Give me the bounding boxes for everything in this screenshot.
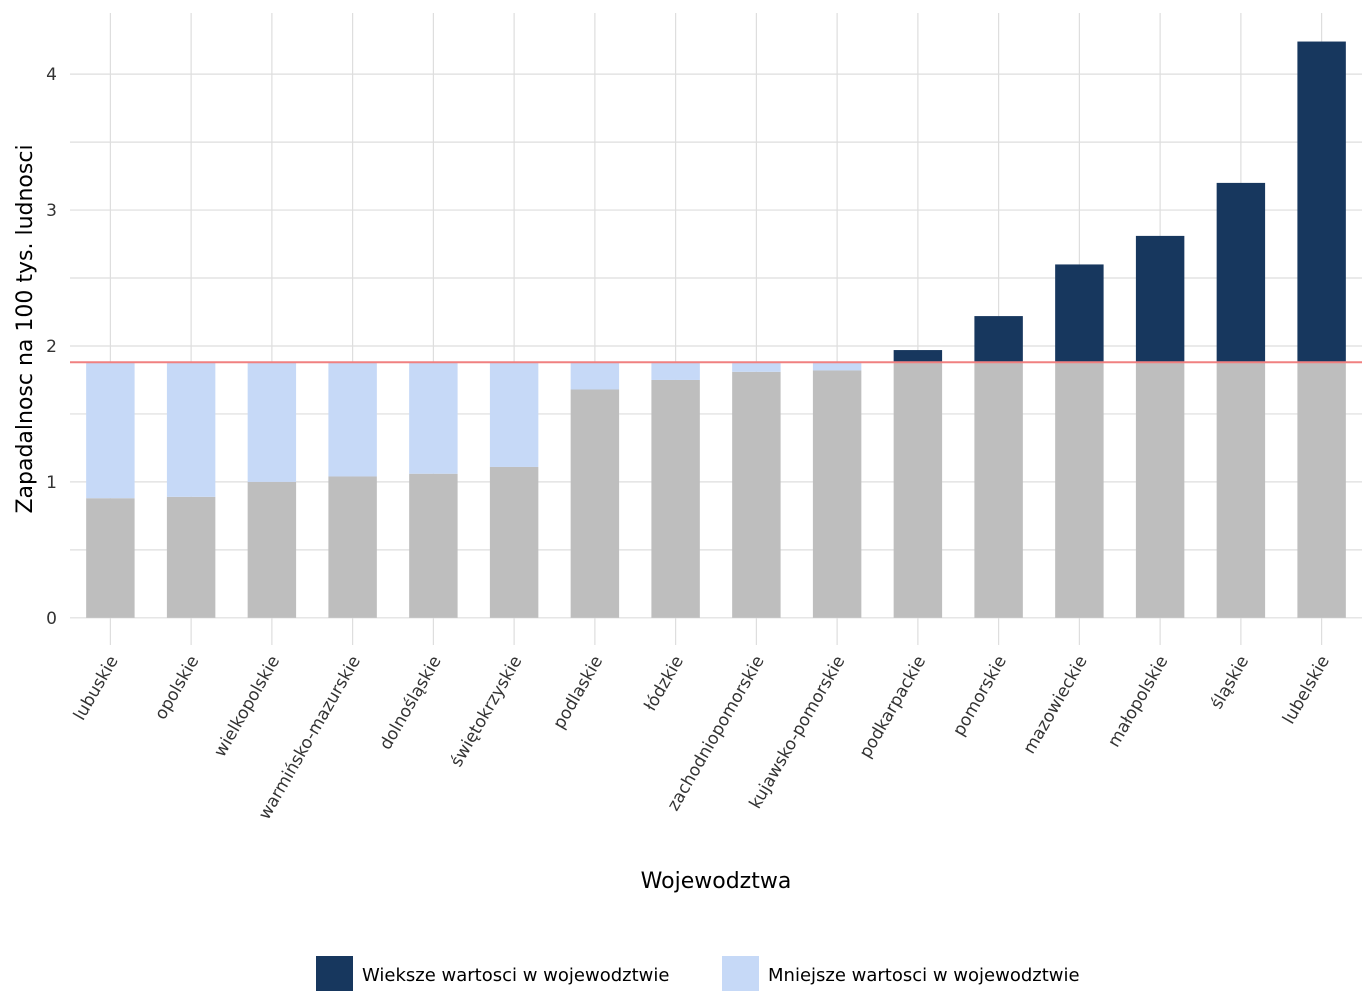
bar-below-reference <box>328 362 377 477</box>
bar-baseline <box>1055 362 1104 618</box>
bar-above-reference <box>1297 41 1346 363</box>
bar-below-reference <box>570 362 620 390</box>
y-tick-label: 2 <box>46 337 57 357</box>
bar-baseline <box>974 362 1023 618</box>
bar-below-reference <box>732 362 781 372</box>
x-tick-label: śląskie <box>1207 653 1253 713</box>
bar-baseline <box>328 476 377 618</box>
x-tick-label: lubelskie <box>1279 653 1334 728</box>
x-tick-label: podlaskie <box>549 653 607 733</box>
legend-label-below: Mniejsze wartosci w wojewodztwie <box>768 965 1080 986</box>
bar-baseline <box>166 496 216 618</box>
x-tick-label: dolnośląskie <box>376 653 446 754</box>
bar-above-reference <box>893 350 943 363</box>
bar-above-reference <box>1216 182 1266 363</box>
y-tick-label: 1 <box>46 473 57 493</box>
legend-label-above: Wieksze wartosci w wojewodztwie <box>362 965 669 986</box>
legend-swatch-below <box>722 956 759 991</box>
x-tick-label: świętokrzyskie <box>447 653 527 771</box>
x-tick-label: opolskie <box>151 653 203 724</box>
x-tick-label: wielkopolskie <box>210 653 284 761</box>
bar-below-reference <box>812 362 862 371</box>
bar-above-reference <box>974 316 1023 363</box>
bar-below-reference <box>86 362 135 499</box>
x-tick-labels: lubuskie opolskie wielkopolskiewarmińsko-m… <box>70 653 1334 824</box>
y-axis-title: Zapadalnosc na 100 tys. ludnosci <box>13 144 38 513</box>
bar-baseline <box>1216 362 1266 618</box>
y-tick-label: 3 <box>46 201 57 221</box>
bar-above-reference <box>1135 235 1185 363</box>
bar-below-reference <box>247 362 297 482</box>
x-tick-label: łódzkie <box>641 653 688 715</box>
bars <box>86 41 1346 618</box>
bar-baseline <box>489 466 539 618</box>
x-tick-label: mazowieckie <box>1020 653 1092 758</box>
legend: Wieksze wartosci w wojewodztwie Mniejsze … <box>316 956 1080 991</box>
y-tick-labels: 0 1 2 3 4 <box>46 65 57 629</box>
bar-baseline <box>409 473 458 618</box>
x-axis-title: Wojewodztwa <box>641 869 792 894</box>
x-tick-label: podkarpackie <box>856 653 931 762</box>
legend-swatch-above <box>316 956 353 991</box>
x-tick-label: małopolskie <box>1104 653 1172 751</box>
bar-baseline <box>732 371 781 618</box>
bar-below-reference <box>489 362 539 467</box>
bar-above-reference <box>1055 264 1104 363</box>
bar-below-reference <box>409 362 458 474</box>
bar-baseline <box>1297 362 1346 618</box>
y-tick-label: 4 <box>46 65 57 85</box>
bar-baseline <box>86 498 135 618</box>
bar-baseline <box>570 389 620 618</box>
bar-below-reference <box>166 362 216 497</box>
x-tick-label: pomorskie <box>949 653 1011 740</box>
bar-baseline <box>812 370 862 618</box>
x-tick-label: kujawsko-pomorskie <box>746 653 850 813</box>
bar-baseline <box>1135 362 1185 618</box>
bar-baseline <box>893 362 943 618</box>
bar-below-reference <box>651 362 700 380</box>
bar-baseline <box>247 481 297 618</box>
x-tick-label: lubuskie <box>70 653 123 724</box>
y-tick-label: 0 <box>46 609 57 629</box>
bar-baseline <box>651 379 700 618</box>
